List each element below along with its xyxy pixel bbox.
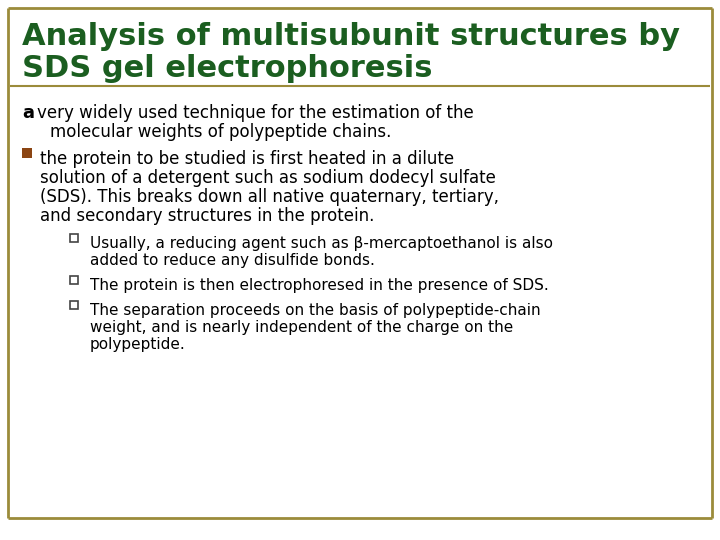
Text: and secondary structures in the protein.: and secondary structures in the protein. [40, 207, 374, 225]
Text: The separation proceeds on the basis of polypeptide-chain: The separation proceeds on the basis of … [90, 303, 541, 318]
Text: Analysis of multisubunit structures by: Analysis of multisubunit structures by [22, 22, 680, 51]
Text: added to reduce any disulfide bonds.: added to reduce any disulfide bonds. [90, 253, 375, 268]
Text: very widely used technique for the estimation of the: very widely used technique for the estim… [37, 104, 474, 122]
Bar [70, 301, 78, 309]
Text: a: a [22, 104, 34, 122]
Text: solution of a detergent such as sodium dodecyl sulfate: solution of a detergent such as sodium d… [40, 169, 496, 187]
Text: weight, and is nearly independent of the charge on the: weight, and is nearly independent of the… [90, 320, 513, 335]
Text: polypeptide.: polypeptide. [90, 337, 186, 352]
Text: Usually, a reducing agent such as β-mercaptoethanol is also: Usually, a reducing agent such as β-merc… [90, 236, 553, 251]
Bar [70, 234, 78, 242]
Text: molecular weights of polypeptide chains.: molecular weights of polypeptide chains. [50, 123, 392, 141]
Text: The protein is then electrophoresed in the presence of SDS.: The protein is then electrophoresed in t… [90, 278, 549, 293]
Text: the protein to be studied is first heated in a dilute: the protein to be studied is first heate… [40, 150, 454, 168]
Text: SDS gel electrophoresis: SDS gel electrophoresis [22, 54, 433, 83]
Bar [70, 276, 78, 284]
Text: (SDS). This breaks down all native quaternary, tertiary,: (SDS). This breaks down all native quate… [40, 188, 499, 206]
Bar [22, 148, 32, 158]
